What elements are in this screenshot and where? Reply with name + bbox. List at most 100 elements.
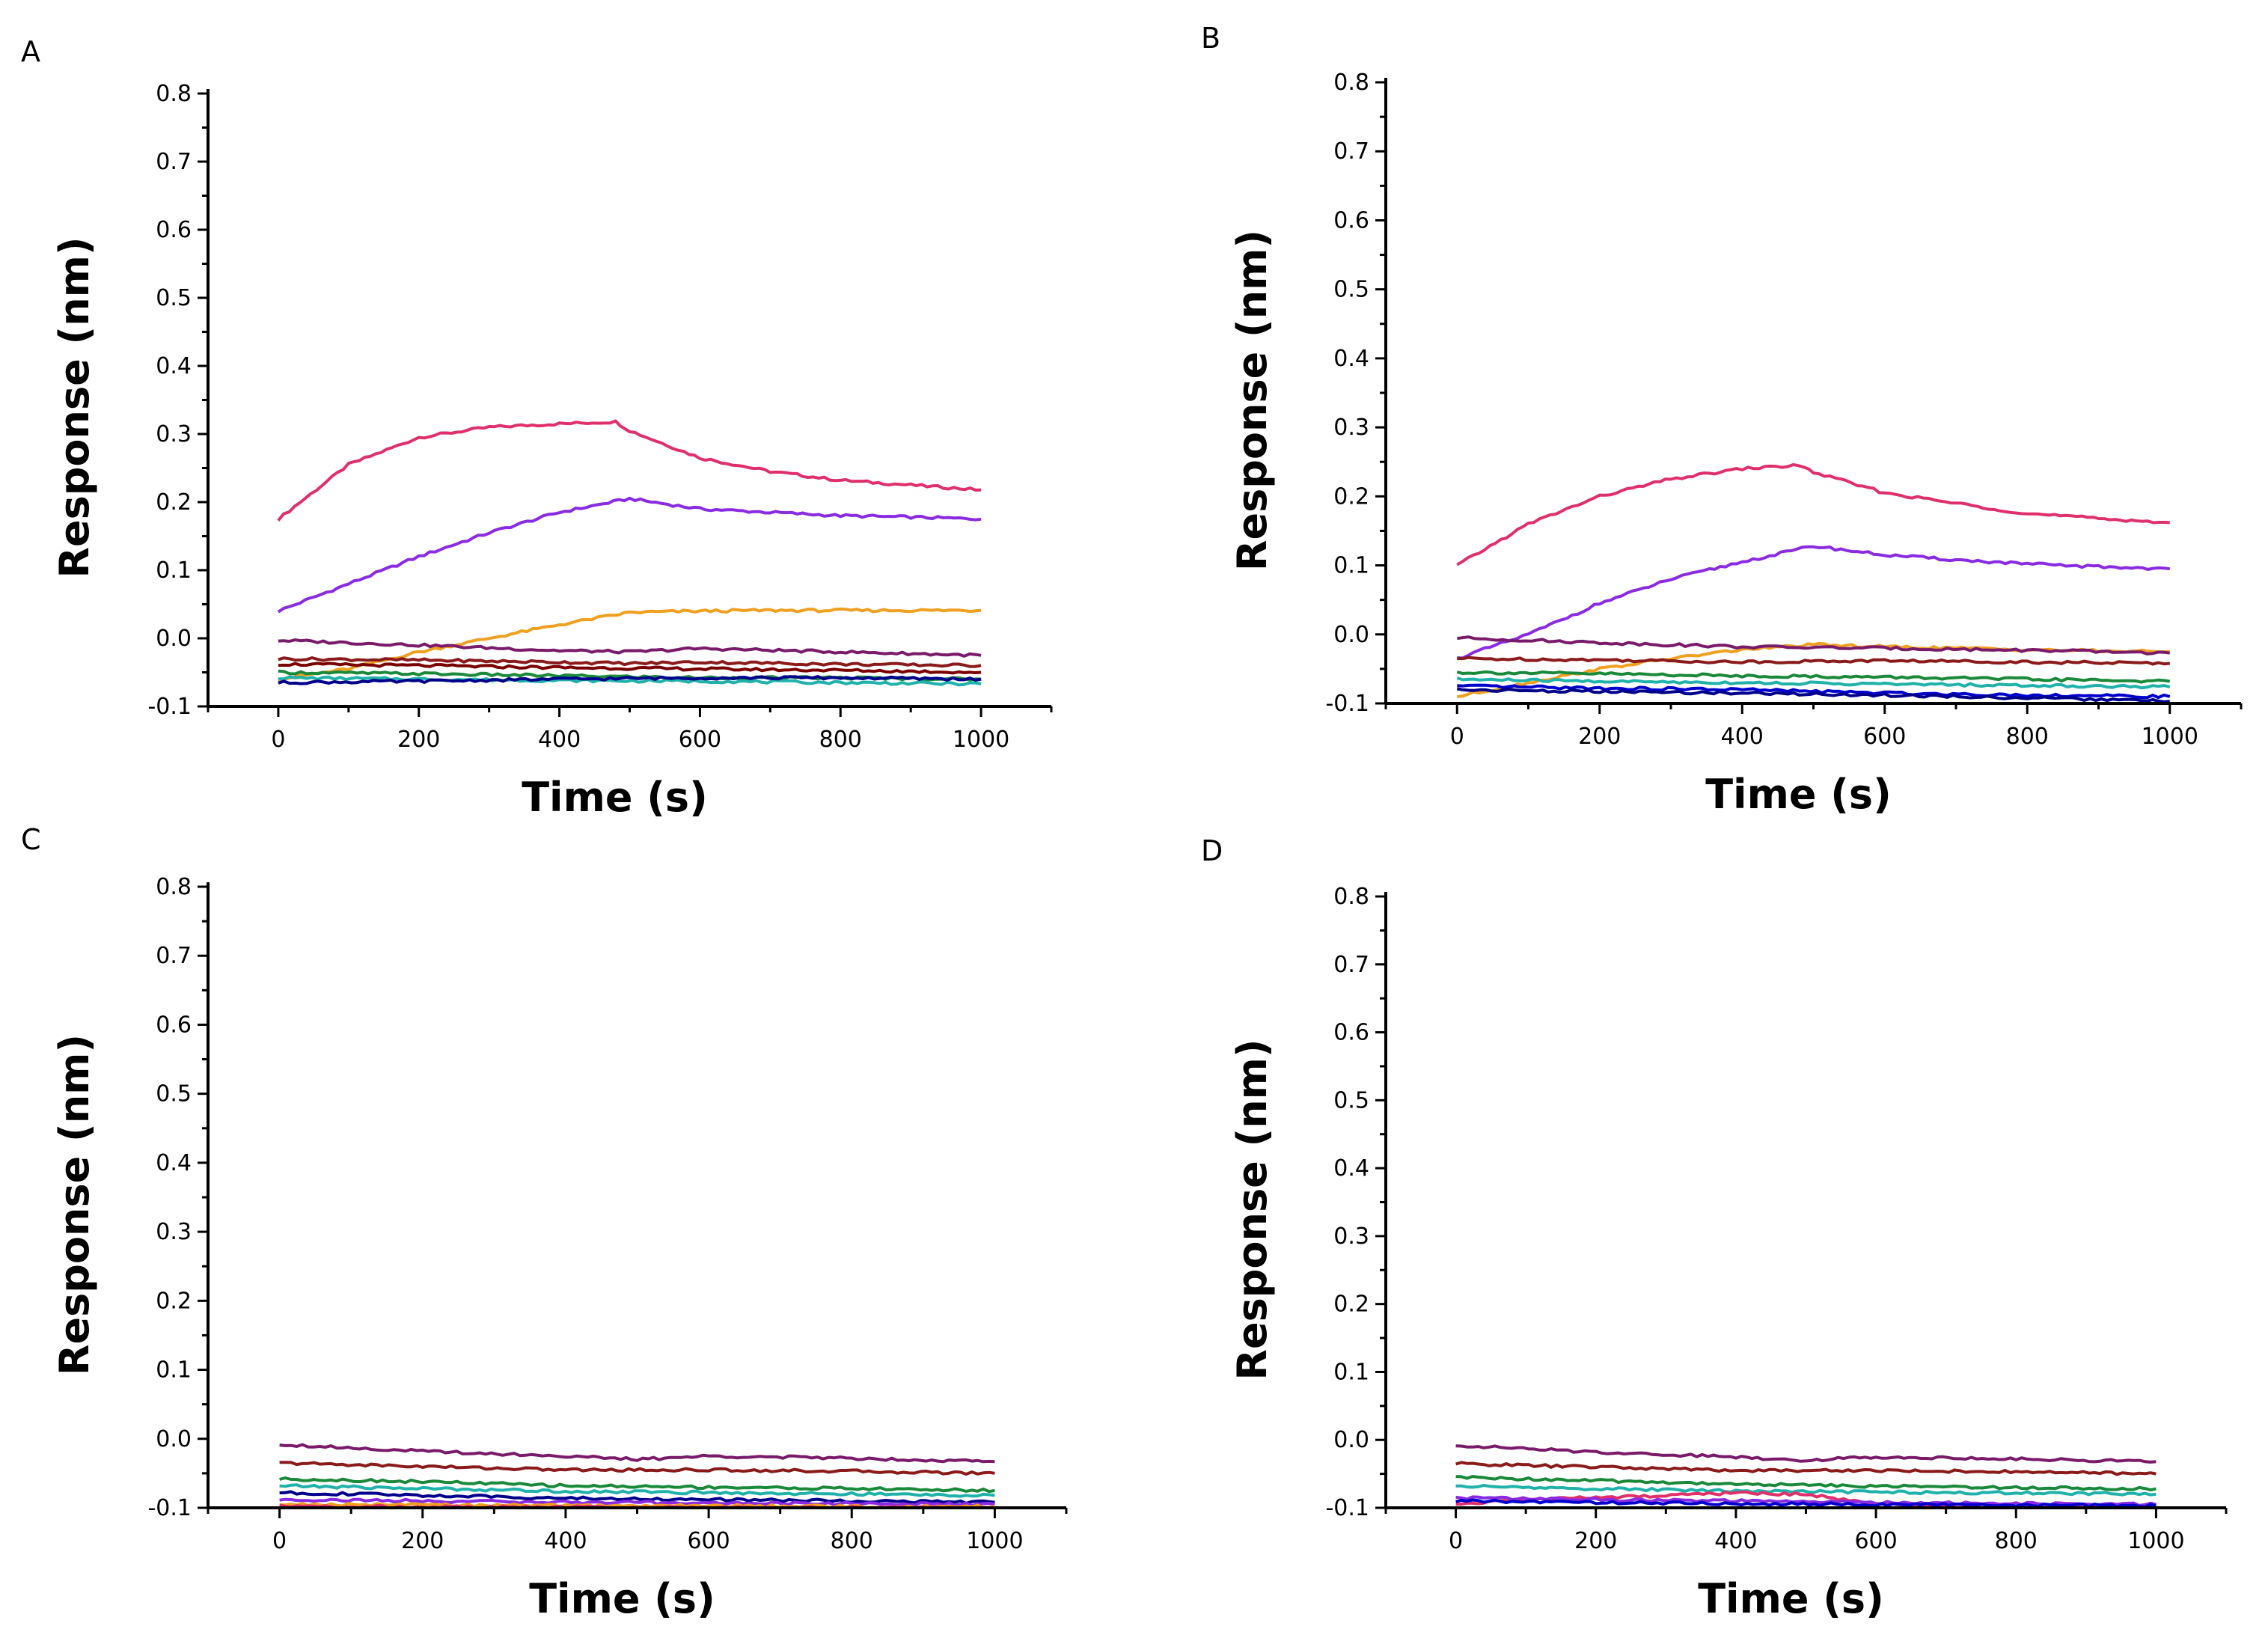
series-line — [1457, 635, 2171, 656]
series-group — [1455, 1444, 2157, 1509]
y-tick-label: -0.1 — [147, 1495, 192, 1521]
y-tick-label: 0.6 — [156, 1012, 192, 1038]
series-line — [279, 1443, 995, 1464]
y-tick-label: 0.8 — [156, 81, 192, 107]
y-tick-label: 0.3 — [156, 421, 192, 447]
x-tick-label: 200 — [1574, 1528, 1617, 1554]
series-line — [278, 675, 982, 685]
y-tick-label: -0.1 — [147, 694, 192, 720]
series-line — [279, 1483, 995, 1498]
y-tick-label: 0.4 — [1333, 346, 1369, 372]
panel-d: D -0.1 0.0 0.1 0.2 0.3 0.4 0.5 0.6 0.7 0.8 0 200 400 6… — [1201, 834, 2228, 1622]
series-line — [279, 1461, 995, 1476]
series-line — [1455, 1495, 2157, 1507]
y-tick-label: 0.7 — [156, 943, 192, 969]
x-tick-label: 1000 — [2142, 724, 2198, 750]
x-tick-label: 800 — [831, 1528, 873, 1554]
series-line — [1455, 1444, 2157, 1464]
x-tick-label: 200 — [397, 727, 440, 753]
series-line — [1457, 683, 2171, 700]
panel-letter: A — [21, 35, 40, 68]
y-tick-label: 0.1 — [1333, 553, 1369, 579]
y-tick-label: 0.5 — [156, 1081, 192, 1107]
series-line — [277, 419, 982, 522]
panel-letter: B — [1201, 22, 1220, 55]
x-tick-label: 400 — [544, 1528, 587, 1554]
y-tick-label: 0.8 — [1333, 70, 1369, 96]
series-group — [279, 1443, 995, 1509]
panel-a: A -0.1 0.0 0.1 0.2 0.3 0.4 0.5 0.6 0.7 0.8 0 200 400 6… — [21, 35, 1053, 821]
x-tick-label: 1000 — [2127, 1528, 2184, 1554]
y-tick-label: 0.1 — [156, 557, 192, 584]
y-axis-title: Response (nm) — [1229, 1039, 1276, 1380]
x-tick-label: 800 — [2006, 724, 2049, 750]
panel-c: C -0.1 0.0 0.1 0.2 0.3 0.4 0.5 0.6 0.7 0.8 0 200 400 6… — [21, 823, 1068, 1622]
y-tick-label: 0.6 — [1333, 1020, 1369, 1046]
y-tick-label: 0.2 — [156, 489, 192, 516]
series-line — [1456, 670, 2171, 684]
x-axis-title: Time (s) — [1698, 1575, 1884, 1622]
y-tick-label: -0.1 — [1325, 691, 1369, 717]
series-line — [1455, 1461, 2157, 1476]
x-tick-label: 600 — [679, 727, 721, 753]
series-line — [1455, 1475, 2157, 1492]
panel-letter: D — [1201, 834, 1223, 867]
y-tick-label: 0.1 — [1333, 1359, 1369, 1385]
series-group — [277, 419, 982, 687]
y-tick-label: 0.6 — [156, 217, 192, 243]
series-line — [278, 638, 982, 658]
series-line — [1456, 687, 2170, 703]
y-tick-label: 0.5 — [156, 285, 192, 311]
series-line — [1457, 656, 2170, 666]
y-tick-label: 0.2 — [1333, 483, 1369, 510]
y-axis-title: Response (nm) — [1229, 230, 1276, 571]
series-line — [278, 661, 982, 675]
series-line — [278, 656, 982, 668]
series-line — [1456, 676, 2171, 690]
x-tick-label: 800 — [819, 727, 862, 753]
x-axis-title: Time (s) — [1705, 771, 1892, 818]
series-line — [278, 607, 982, 682]
y-tick-label: 0.0 — [156, 1426, 192, 1452]
x-tick-label: 600 — [687, 1528, 730, 1554]
series-line — [1456, 462, 2170, 566]
series-line — [277, 496, 982, 614]
y-tick-label: 0.7 — [1333, 952, 1369, 978]
y-tick-label: 0.7 — [1333, 138, 1369, 165]
series-line — [279, 1497, 995, 1507]
y-tick-label: 0.8 — [156, 874, 192, 900]
x-tick-label: 1000 — [966, 1528, 1023, 1554]
y-tick-label: 0.3 — [1333, 1223, 1369, 1250]
y-tick-label: 0.0 — [1333, 622, 1369, 648]
x-tick-label: 200 — [401, 1528, 444, 1554]
y-tick-label: 0.5 — [1333, 277, 1369, 303]
y-tick-label: 0.0 — [1333, 1427, 1369, 1453]
y-axis-title: Response (nm) — [51, 1034, 98, 1375]
x-tick-label: 600 — [1854, 1528, 1897, 1554]
series-line — [1455, 1498, 2157, 1509]
y-tick-label: 0.1 — [156, 1357, 192, 1384]
y-tick-label: 0.4 — [156, 353, 192, 379]
x-tick-label: 0 — [272, 1528, 287, 1554]
y-tick-label: 0.6 — [1333, 207, 1369, 233]
y-tick-label: -0.1 — [1325, 1495, 1369, 1521]
y-tick-label: 0.8 — [1333, 884, 1369, 910]
x-tick-label: 0 — [1450, 724, 1464, 750]
y-tick-label: 0.4 — [156, 1150, 192, 1176]
y-tick-label: 0.5 — [1333, 1087, 1369, 1113]
x-tick-label: 400 — [538, 727, 581, 753]
x-tick-label: 200 — [1578, 724, 1621, 750]
y-tick-label: 0.7 — [156, 149, 192, 175]
y-tick-label: 0.2 — [156, 1288, 192, 1314]
y-tick-label: 0.4 — [1333, 1155, 1369, 1182]
x-tick-label: 400 — [1721, 724, 1764, 750]
y-axis-title: Response (nm) — [51, 236, 98, 578]
series-line — [278, 675, 982, 687]
series-group — [1456, 462, 2171, 703]
y-tick-label: 0.3 — [1333, 415, 1369, 441]
y-tick-label: 0.2 — [1333, 1292, 1369, 1318]
x-tick-label: 0 — [1449, 1528, 1463, 1554]
series-line — [1457, 545, 2171, 660]
panel-letter: C — [21, 823, 41, 856]
